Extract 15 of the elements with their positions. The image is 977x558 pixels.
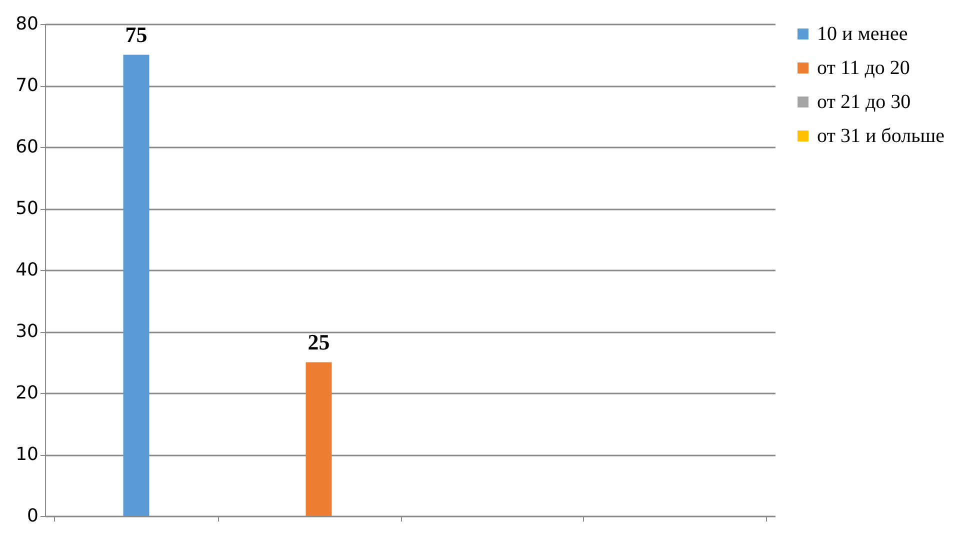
y-tick-label: 80 xyxy=(16,14,38,34)
data-label: 25 xyxy=(308,329,330,354)
legend-label: от 11 до 20 xyxy=(817,57,910,79)
y-tick-label: 30 xyxy=(16,321,38,342)
y-tick-label: 20 xyxy=(16,382,38,404)
y-tick-label: 50 xyxy=(16,198,38,219)
y-tick-label: 0 xyxy=(27,506,38,526)
y-tick-label: 60 xyxy=(16,136,38,158)
legend-label: 10 и менее xyxy=(817,23,908,45)
data-label: 75 xyxy=(125,22,148,47)
y-tick-label: 10 xyxy=(16,444,38,465)
legend-label: от 31 и больше xyxy=(817,125,945,147)
y-tick-label: 40 xyxy=(16,260,38,280)
y-tick-label: 70 xyxy=(16,75,38,96)
legend-label: от 21 до 30 xyxy=(817,91,911,113)
